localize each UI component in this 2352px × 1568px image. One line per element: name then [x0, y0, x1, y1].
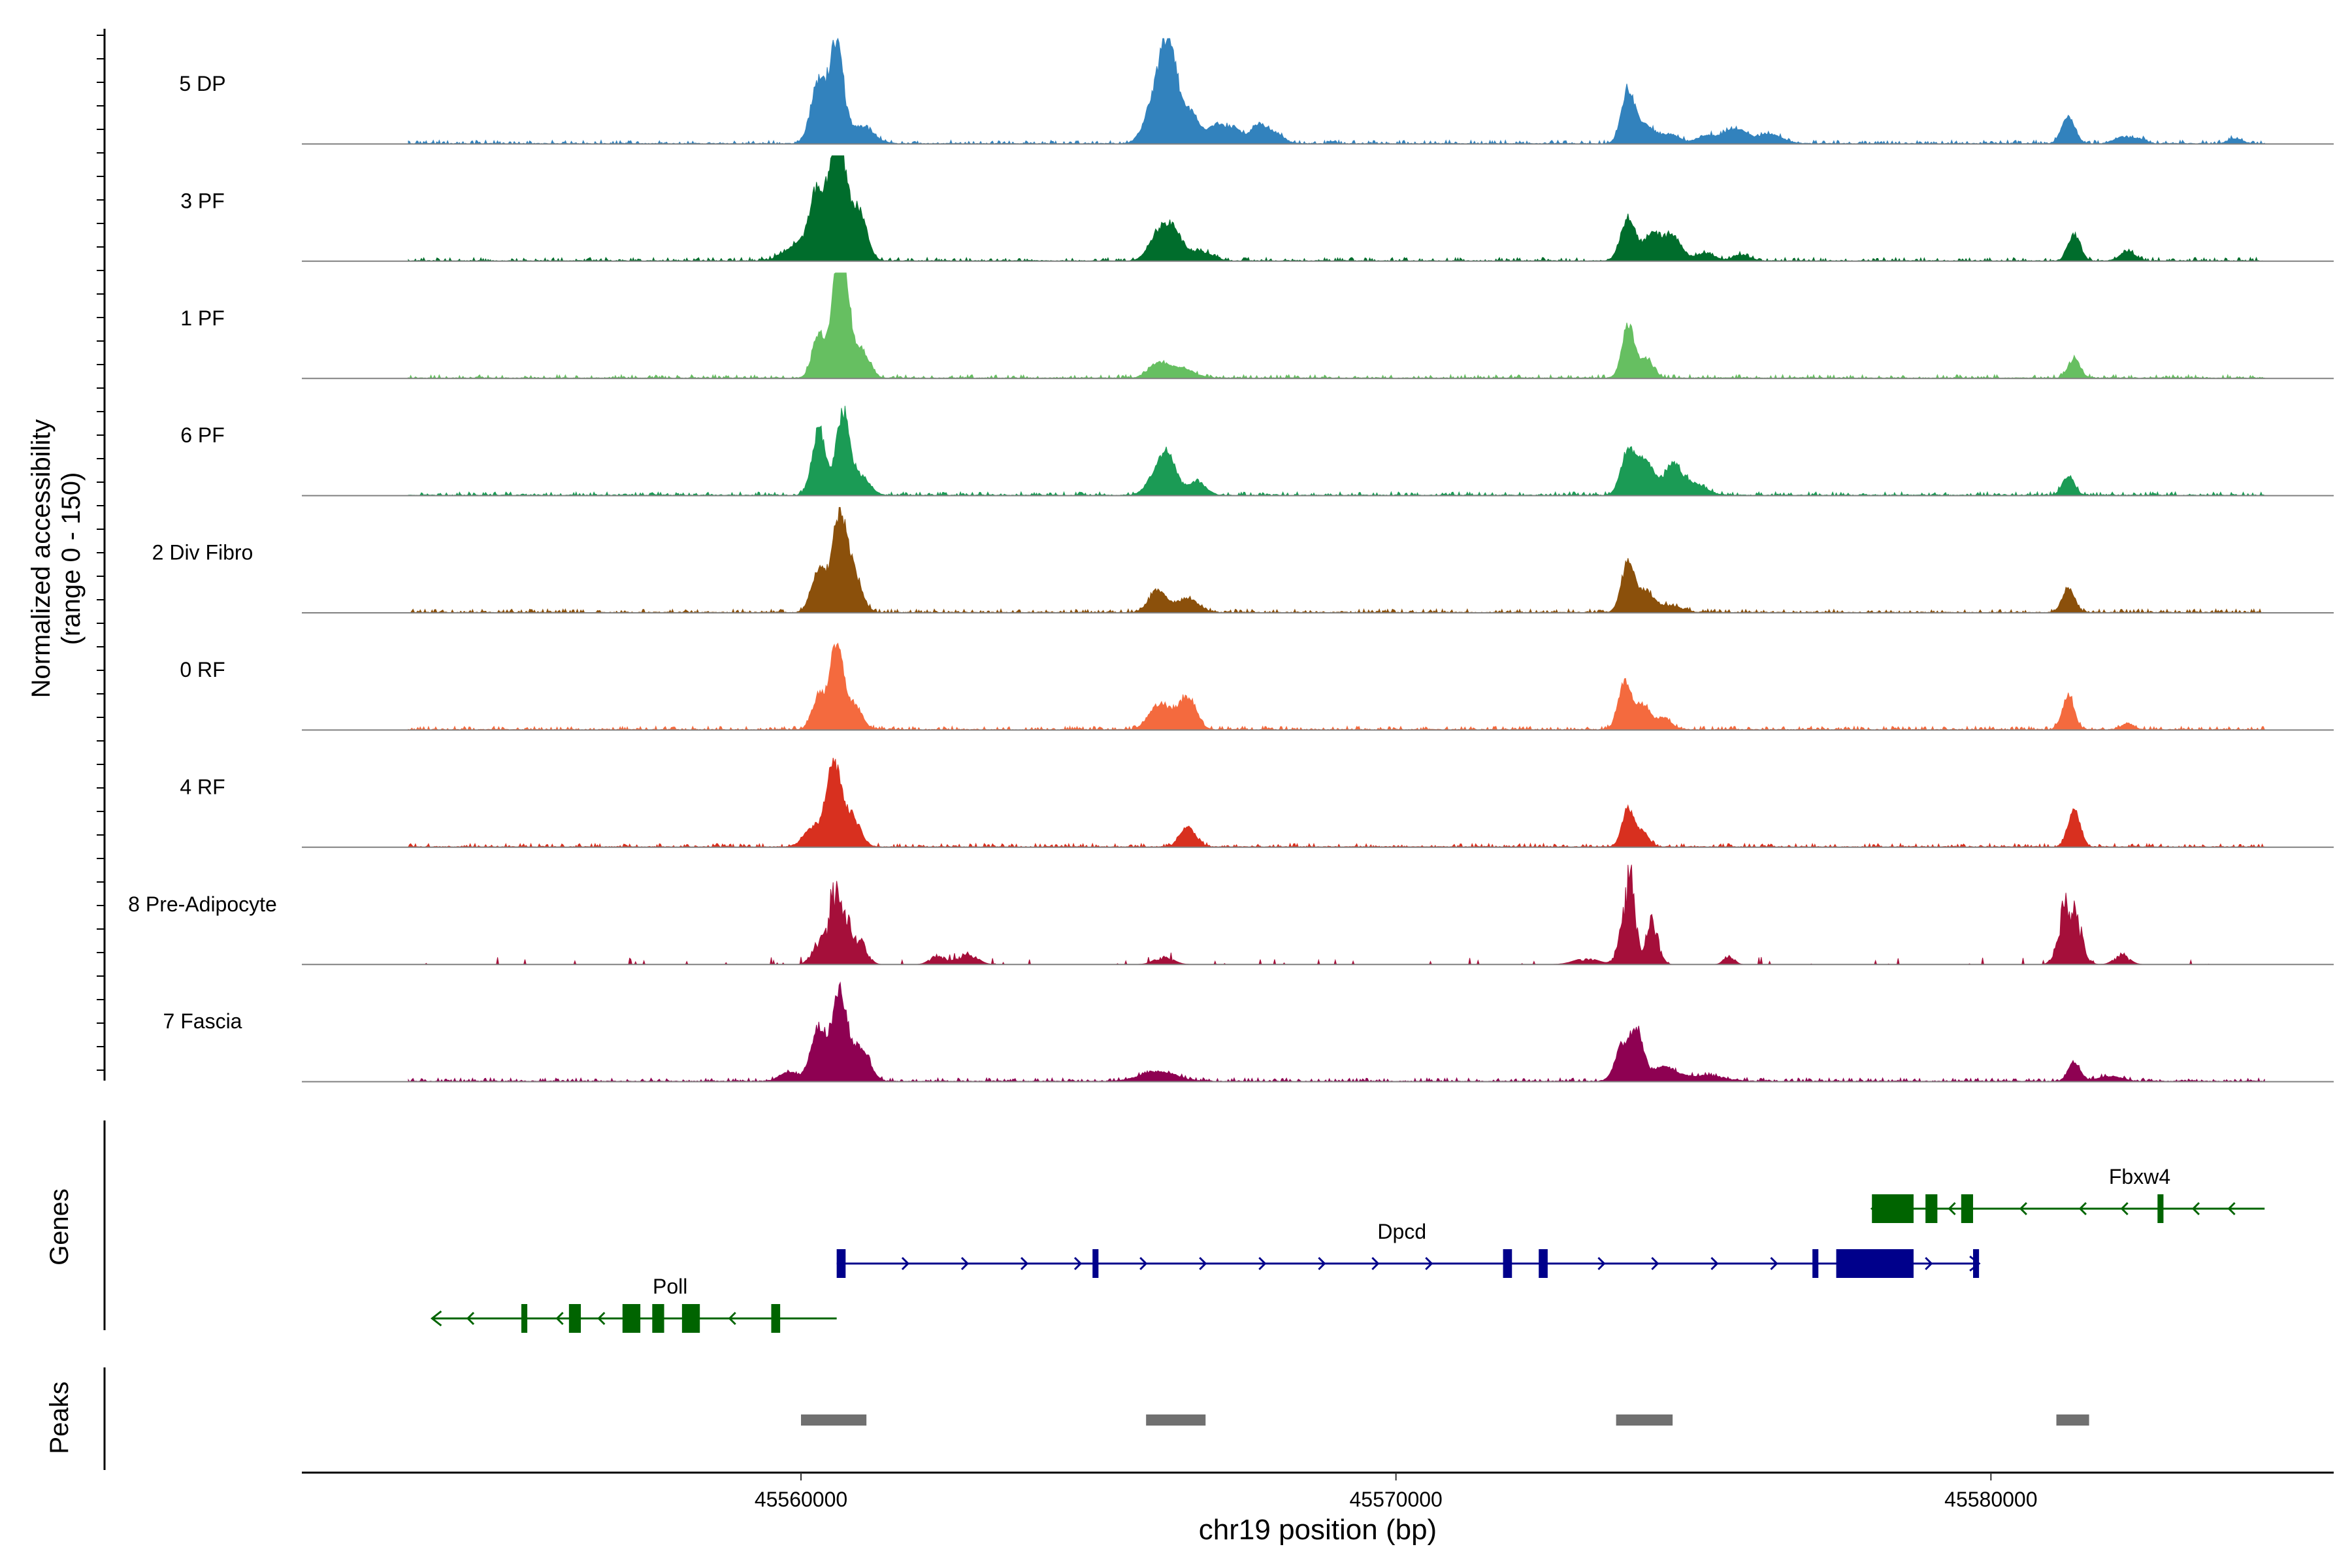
- coverage-track: 5 DP: [179, 37, 2334, 145]
- strand-arrow: [1020, 1256, 1029, 1271]
- strand-arrow: [960, 1256, 970, 1271]
- coverage-area: [408, 155, 2265, 263]
- gene-exon: [771, 1304, 781, 1333]
- gene-model: Poll: [430, 1275, 837, 1333]
- x-axis-ticks: 45560000 45570000 45580000: [755, 1473, 2038, 1511]
- strand-arrow: [728, 1311, 736, 1326]
- coverage-track: 6 PF: [180, 406, 2334, 497]
- strand-arrow: [2120, 1201, 2129, 1216]
- coverage-area: [408, 406, 2265, 497]
- peak-region: [1146, 1414, 1206, 1426]
- genes-panel-label: Genes: [45, 1188, 74, 1266]
- gene-label: Dpcd: [1377, 1220, 1426, 1243]
- strand-arrow: [1948, 1201, 1956, 1216]
- track-label: 7 Fascia: [163, 1009, 242, 1033]
- gene-label: Fbxw4: [2109, 1165, 2170, 1188]
- gene-exon: [568, 1304, 581, 1333]
- strand-arrow: [466, 1311, 475, 1326]
- strand-arrow: [1770, 1256, 1778, 1271]
- coverage-area: [408, 272, 2265, 380]
- coverage-track: 7 Fascia: [163, 981, 2334, 1083]
- strand-arrowhead: [1870, 1200, 1882, 1217]
- strand-arrowhead: [430, 1310, 442, 1327]
- track-label: 3 PF: [180, 189, 225, 212]
- coverage-track: 1 PF: [180, 272, 2334, 380]
- coverage-track: 3 PF: [180, 155, 2334, 263]
- x-axis-tick-label: 45570000: [1349, 1488, 1442, 1511]
- strand-arrow: [1925, 1256, 1933, 1271]
- gene-label: Poll: [653, 1275, 687, 1298]
- gene-exon: [1973, 1249, 1980, 1278]
- strand-arrow: [1710, 1256, 1719, 1271]
- gene-exon: [652, 1304, 664, 1333]
- coverage-track: 4 RF: [180, 757, 2334, 849]
- coverage-track: 0 RF: [180, 642, 2334, 731]
- strand-arrow: [1371, 1256, 1380, 1271]
- peak-region: [1616, 1414, 1673, 1426]
- strand-arrowhead: [1969, 1255, 1981, 1272]
- gene-exon: [681, 1304, 700, 1333]
- gene-exon: [2157, 1194, 2164, 1223]
- strand-arrow: [1651, 1256, 1659, 1271]
- peak-region: [801, 1414, 867, 1426]
- x-axis-label: chr19 position (bp): [1199, 1514, 1437, 1546]
- gene-exon: [1503, 1249, 1512, 1278]
- track-label: 6 PF: [180, 423, 225, 447]
- gene-model: Fbxw4: [1870, 1165, 2265, 1223]
- strand-arrow: [2019, 1201, 2027, 1216]
- strand-arrow: [2078, 1201, 2087, 1216]
- coverage-area: [408, 864, 2265, 965]
- gene-annotation-track: Fbxw4 Dpcd Poll: [430, 1165, 2265, 1333]
- coverage-track: 8 Pre-Adipocyte: [128, 864, 2334, 966]
- track-label: 4 RF: [180, 775, 225, 798]
- y-axis-label: Normalized accessibility: [27, 419, 56, 698]
- coverage-area: [408, 757, 2265, 849]
- gene-exon: [836, 1249, 846, 1278]
- strand-arrow: [1318, 1256, 1326, 1271]
- coverage-area: [408, 981, 2265, 1083]
- track-label: 5 DP: [179, 72, 225, 95]
- track-label: 0 RF: [180, 658, 225, 681]
- strand-arrow: [1425, 1256, 1433, 1271]
- peak-region-track: [801, 1414, 2089, 1426]
- track-label: 8 Pre-Adipocyte: [128, 892, 277, 916]
- strand-arrow: [2191, 1201, 2200, 1216]
- gene-exon: [1812, 1249, 1819, 1278]
- gene-exon: [1092, 1249, 1099, 1278]
- coverage-area: [408, 642, 2265, 731]
- coverage-area: [408, 37, 2265, 145]
- gene-exon: [1925, 1194, 1938, 1223]
- gene-exon: [1872, 1194, 1914, 1223]
- track-label: 2 Div Fibro: [152, 541, 253, 564]
- y-axis-label-range: (range 0 - 150): [57, 472, 86, 645]
- gene-exon: [622, 1304, 641, 1333]
- coverage-tracks: 5 DP 3 PF 1 PF 6 PF 2 Div Fibro 0 RF 4 RF 8 Pre…: [128, 37, 2334, 1083]
- track-label: 1 PF: [180, 306, 225, 330]
- strand-arrow: [555, 1311, 564, 1326]
- strand-arrow: [1073, 1256, 1083, 1271]
- strand-arrow: [1199, 1256, 1207, 1271]
- coverage-track: 2 Div Fibro: [152, 507, 2334, 614]
- coverage-axis-ticks: [97, 35, 105, 1071]
- strand-arrow: [901, 1256, 910, 1271]
- peaks-panel-label: Peaks: [45, 1381, 74, 1454]
- x-axis-tick-label: 45560000: [755, 1488, 847, 1511]
- strand-arrow: [1597, 1256, 1606, 1271]
- strand-arrow: [1139, 1256, 1148, 1271]
- strand-arrow: [2227, 1201, 2236, 1216]
- strand-arrow: [1258, 1256, 1267, 1271]
- gene-exon: [1539, 1249, 1548, 1278]
- gene-model: Dpcd: [836, 1220, 1981, 1278]
- peak-region: [2056, 1414, 2089, 1426]
- x-axis-tick-label: 45580000: [1944, 1488, 2037, 1511]
- strand-arrow: [597, 1311, 606, 1326]
- gene-exon: [521, 1304, 528, 1333]
- gene-exon: [1836, 1249, 1914, 1278]
- gene-exon: [1961, 1194, 1974, 1223]
- coverage-area: [408, 507, 2265, 614]
